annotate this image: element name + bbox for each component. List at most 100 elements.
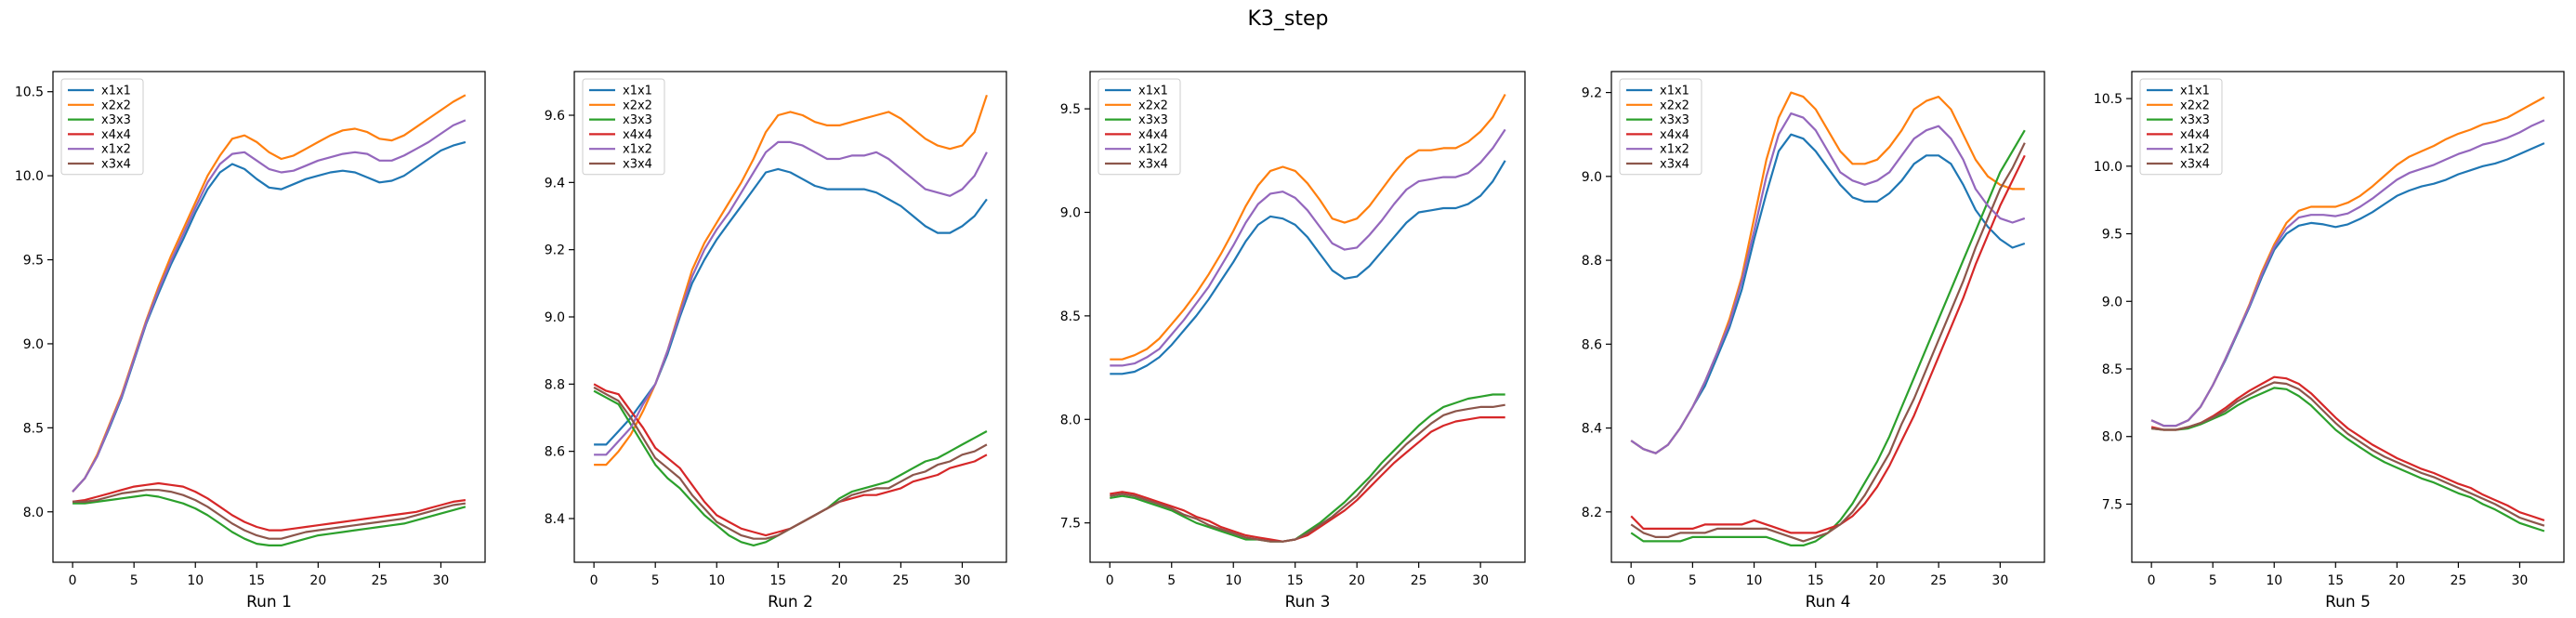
figure-title: K3_step — [1247, 7, 1328, 31]
legend-label-x4x4: x4x4 — [1660, 128, 1689, 142]
y-tick-label: 9.2 — [1582, 86, 1602, 101]
x-axis: 0 5 10 15 20 25 30 Run 4 — [1627, 562, 2008, 611]
x-axis: 0 5 10 15 20 25 30 Run 2 — [590, 562, 971, 611]
x-tick-label: 5 — [1689, 573, 1697, 588]
legend-label-x1x1: x1x1 — [101, 85, 131, 99]
axes-frame — [1610, 71, 2045, 563]
x-tick-label: 25 — [1930, 573, 1947, 588]
series-line-x1x2 — [594, 140, 988, 456]
legend-label-x3x3: x3x3 — [623, 113, 652, 127]
x-tick-label: 15 — [2327, 573, 2344, 588]
x-tick-label: 20 — [831, 573, 848, 588]
legend-label-x2x2: x2x2 — [101, 99, 131, 112]
y-tick-label: 8.8 — [1582, 254, 1602, 269]
y-axis: 8.2 8.4 8.6 8.8 9.0 9.2 — [1582, 86, 1611, 520]
series-line-x1x2 — [2150, 119, 2545, 427]
y-tick-label: 8.0 — [2102, 430, 2123, 445]
series-line-x1x2 — [1110, 128, 1506, 367]
y-tick-label: 9.0 — [545, 310, 565, 325]
x-tick-label: 20 — [309, 573, 326, 588]
legend-label-x1x1: x1x1 — [1138, 85, 1168, 99]
legend-label-x4x4: x4x4 — [101, 128, 131, 142]
legend-label-x2x2: x2x2 — [1660, 99, 1689, 112]
legend-label-x3x3: x3x3 — [101, 113, 131, 127]
y-tick-label: 8.5 — [1060, 309, 1081, 324]
legend-label-x1x2: x1x2 — [1660, 143, 1689, 157]
x-tick-label: 25 — [892, 573, 909, 588]
x-tick-label: 5 — [1167, 573, 1176, 588]
x-tick-label: 15 — [1287, 573, 1304, 588]
x-tick-label: 0 — [1627, 573, 1636, 588]
series-line-x1x1 — [1110, 160, 1506, 375]
legend-label-x1x1: x1x1 — [623, 85, 652, 99]
y-tick-label: 10.0 — [2094, 160, 2123, 175]
x-tick-label: 0 — [590, 573, 598, 588]
x-tick-label: 25 — [371, 573, 388, 588]
x-tick-label: 0 — [2148, 573, 2156, 588]
y-tick-label: 8.6 — [1582, 337, 1602, 352]
axes-frame — [1089, 71, 1526, 563]
legend-label-x2x2: x2x2 — [623, 99, 652, 112]
x-tick-label: 10 — [708, 573, 725, 588]
y-tick-label: 7.5 — [2102, 497, 2123, 512]
y-tick-label: 9.4 — [545, 176, 565, 191]
legend-box — [2139, 78, 2223, 176]
x-axis-label: Run 3 — [1285, 593, 1331, 611]
y-tick-label: 9.0 — [2102, 295, 2123, 309]
legend-label-x1x1: x1x1 — [2180, 85, 2210, 99]
x-tick-label: 20 — [2388, 573, 2405, 588]
legend-label-x4x4: x4x4 — [2180, 128, 2210, 142]
series-line-x3x3 — [2150, 387, 2545, 533]
y-tick-label: 9.5 — [1060, 102, 1081, 117]
y-axis: 7.5 8.0 8.5 9.0 9.5 10.0 10.5 — [2094, 92, 2132, 512]
legend-label-x1x2: x1x2 — [1138, 143, 1168, 157]
legend-label-x3x4: x3x4 — [623, 158, 652, 172]
x-tick-label: 25 — [1411, 573, 1427, 588]
y-tick-label: 9.0 — [23, 337, 44, 352]
x-axis-label: Run 5 — [2325, 593, 2371, 611]
legend-box — [582, 78, 665, 176]
x-tick-label: 10 — [1746, 573, 1763, 588]
x-axis: 0 5 10 15 20 25 30 Run 1 — [69, 562, 450, 611]
x-axis-label: Run 4 — [1806, 593, 1851, 611]
y-tick-label: 9.5 — [2102, 228, 2123, 243]
series-line-x3x3 — [1110, 393, 1505, 543]
legend-label-x4x4: x4x4 — [623, 128, 652, 142]
x-tick-label: 0 — [1106, 573, 1114, 588]
x-tick-label: 10 — [2266, 573, 2282, 588]
series-line-x3x3 — [72, 493, 467, 547]
series-line-x4x4 — [1630, 154, 2026, 534]
x-axis: 0 5 10 15 20 25 30 Run 3 — [1106, 562, 1489, 611]
legend-label-x1x1: x1x1 — [1660, 85, 1689, 99]
x-tick-label: 0 — [69, 573, 77, 588]
y-axis: 8.0 8.5 9.0 9.5 10.0 10.5 — [15, 85, 53, 520]
series-line-x1x2 — [1630, 112, 2026, 454]
y-tick-label: 8.0 — [1060, 413, 1081, 427]
x-tick-label: 30 — [1472, 573, 1489, 588]
x-tick-label: 20 — [1348, 573, 1365, 588]
x-tick-label: 30 — [433, 573, 450, 588]
series-line-x3x4 — [2150, 381, 2545, 527]
y-tick-label: 10.0 — [15, 169, 44, 184]
y-tick-label: 9.2 — [545, 243, 565, 258]
legend-label-x3x3: x3x3 — [1138, 113, 1168, 127]
x-axis-label: Run 2 — [768, 593, 813, 611]
legend-label-x2x2: x2x2 — [2180, 99, 2210, 112]
x-tick-label: 30 — [954, 573, 971, 588]
axes-frame — [2131, 71, 2565, 563]
y-tick-label: 8.8 — [545, 377, 565, 392]
y-tick-label: 9.6 — [545, 109, 565, 124]
x-axis: 0 5 10 15 20 25 30 Run 5 — [2148, 562, 2528, 611]
legend-label-x3x3: x3x3 — [2180, 113, 2210, 127]
y-tick-label: 8.5 — [23, 421, 44, 436]
x-tick-label: 15 — [1807, 573, 1824, 588]
series-line-x3x4 — [1110, 403, 1505, 543]
legend-label-x4x4: x4x4 — [1138, 128, 1168, 142]
x-axis-label: Run 1 — [246, 593, 292, 611]
y-tick-label: 8.4 — [545, 512, 565, 527]
